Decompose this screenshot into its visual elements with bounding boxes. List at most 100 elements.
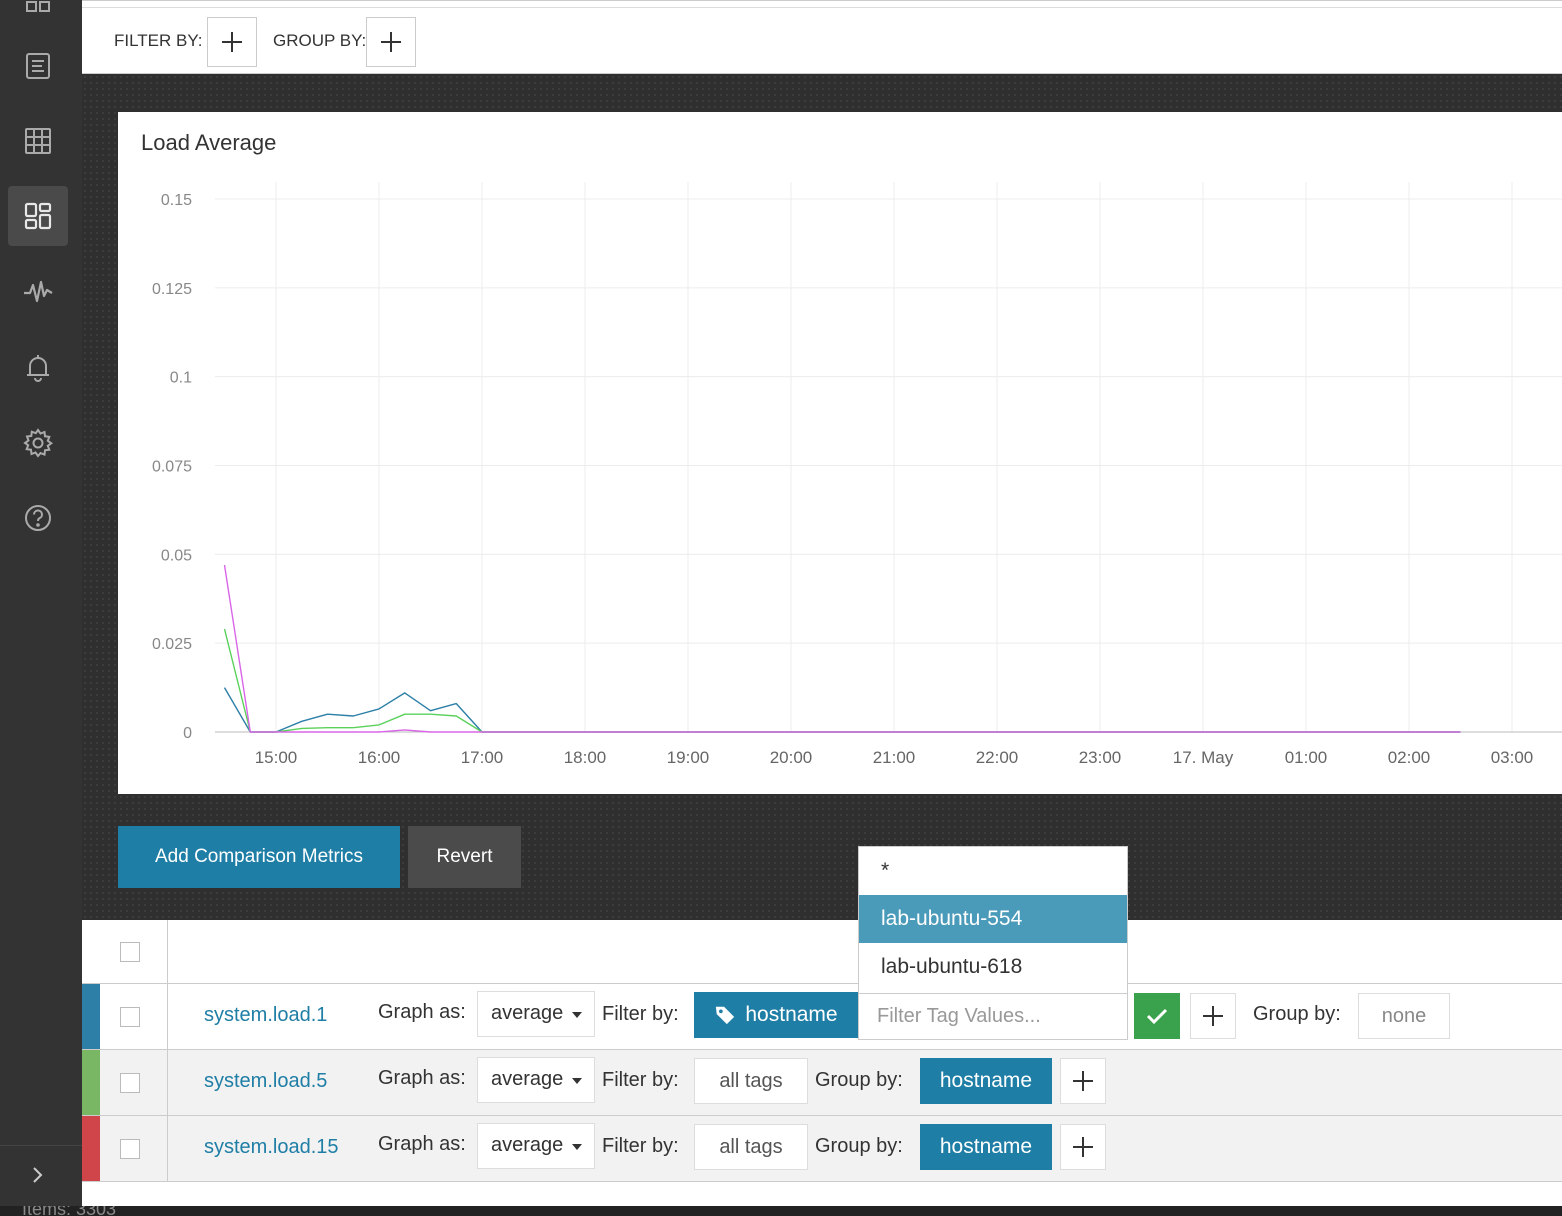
- graph-as-select[interactable]: average: [477, 991, 595, 1037]
- dropdown-option[interactable]: lab-ubuntu-554: [859, 895, 1127, 943]
- filter-by-field[interactable]: all tags: [694, 1058, 808, 1104]
- x-tick-label: 17. May: [1173, 748, 1234, 767]
- dropdown-option[interactable]: *: [881, 859, 890, 882]
- items-count: Items: 3303: [22, 1206, 117, 1216]
- add-group-button[interactable]: [1060, 1124, 1106, 1170]
- y-tick-label: 0.025: [152, 636, 192, 653]
- series-line: [223, 564, 1461, 733]
- add-filter-button[interactable]: [207, 17, 257, 67]
- x-tick-label: 17:00: [461, 748, 504, 767]
- graph-as-value: average: [491, 1134, 564, 1156]
- y-tick-label: 0.05: [161, 547, 192, 564]
- check-icon: [1146, 1008, 1168, 1025]
- filter-toolbar: FILTER BY: GROUP BY:: [82, 0, 1562, 74]
- sidebar-expand-button[interactable]: [0, 1145, 82, 1207]
- tag-values-dropdown: * lab-ubuntu-554 lab-ubuntu-618: [858, 846, 1128, 994]
- table-header: [82, 920, 1562, 984]
- x-tick-label: 23:00: [1079, 748, 1122, 767]
- metrics-table: system.load.1 Graph as: average Filter b…: [82, 920, 1562, 1182]
- plus-icon: [1073, 1137, 1093, 1157]
- add-group-button[interactable]: [1060, 1058, 1106, 1104]
- chart-panel: Load Average 15:00 16:00 17:00 18:00 19:00 20…: [118, 112, 1562, 794]
- x-tick-label: 16:00: [358, 748, 401, 767]
- y-tick-label: 0.075: [152, 459, 192, 476]
- graph-as-label: Graph as:: [378, 1067, 466, 1089]
- grid-icon[interactable]: [8, 111, 68, 171]
- x-tick-label: 01:00: [1285, 748, 1328, 767]
- add-comparison-metrics-button[interactable]: Add Comparison Metrics: [118, 826, 400, 888]
- filter-tag-pill[interactable]: hostname: [694, 992, 858, 1038]
- plus-icon: [1073, 1071, 1093, 1091]
- filter-tag-label: hostname: [745, 1003, 838, 1026]
- group-tag-pill[interactable]: hostname: [920, 1058, 1052, 1104]
- filter-by-label: Filter by:: [602, 1069, 679, 1091]
- table-row: system.load.5 Graph as: average Filter b…: [82, 1050, 1562, 1116]
- widgets-icon[interactable]: [8, 186, 68, 246]
- row-checkbox[interactable]: [120, 1007, 140, 1027]
- caret-down-icon: [572, 1144, 582, 1150]
- table-row: system.load.1 Graph as: average Filter b…: [82, 984, 1562, 1050]
- y-tick-label: 0.125: [152, 281, 192, 298]
- plus-icon: [222, 32, 242, 52]
- plus-icon: [381, 32, 401, 52]
- add-group-button[interactable]: [366, 17, 416, 67]
- group-by-label: Group by:: [1253, 1003, 1341, 1025]
- help-icon[interactable]: [8, 488, 68, 548]
- graph-as-label: Graph as:: [378, 1001, 466, 1023]
- row-checkbox[interactable]: [120, 1139, 140, 1159]
- graph-as-select[interactable]: average: [477, 1123, 595, 1169]
- group-by-label: Group by:: [815, 1135, 903, 1157]
- plus-icon: [1203, 1006, 1223, 1026]
- row-checkbox[interactable]: [120, 1073, 140, 1093]
- group-by-label: GROUP BY:: [273, 31, 367, 50]
- series-color-swatch: [82, 984, 100, 1049]
- filter-by-label: FILTER BY:: [114, 31, 203, 50]
- sidebar: [0, 0, 82, 1206]
- x-tick-label: 15:00: [255, 748, 298, 767]
- graph-as-select[interactable]: average: [477, 1057, 595, 1103]
- series-line: [223, 628, 1461, 733]
- filter-by-label: Filter by:: [602, 1135, 679, 1157]
- filter-by-label: Filter by:: [602, 1003, 679, 1025]
- x-tick-label: 18:00: [564, 748, 607, 767]
- metric-name-link[interactable]: system.load.5: [204, 1070, 328, 1092]
- x-tick-label: 19:00: [667, 748, 710, 767]
- list-icon[interactable]: [8, 36, 68, 96]
- filter-tag-values-input[interactable]: [858, 993, 1128, 1040]
- series-color-swatch: [82, 1116, 100, 1181]
- caret-down-icon: [572, 1012, 582, 1018]
- caret-down-icon: [572, 1078, 582, 1084]
- pulse-icon[interactable]: [8, 262, 68, 322]
- gear-icon[interactable]: [8, 413, 68, 473]
- metric-name-link[interactable]: system.load.15: [204, 1136, 339, 1158]
- confirm-filter-button[interactable]: [1134, 993, 1180, 1039]
- x-tick-label: 02:00: [1388, 748, 1431, 767]
- x-tick-label: 20:00: [770, 748, 813, 767]
- add-filter-value-button[interactable]: [1190, 993, 1236, 1039]
- series-line: [223, 687, 1461, 733]
- group-tag-pill[interactable]: hostname: [920, 1124, 1052, 1170]
- tag-icon: [716, 1006, 735, 1025]
- chevron-right-icon: [33, 1167, 43, 1183]
- x-tick-label: 21:00: [873, 748, 916, 767]
- revert-button[interactable]: Revert: [408, 826, 521, 888]
- metric-name-link[interactable]: system.load.1: [204, 1004, 328, 1026]
- graph-as-value: average: [491, 1002, 564, 1024]
- select-all-checkbox[interactable]: [120, 942, 140, 962]
- filter-by-field[interactable]: all tags: [694, 1124, 808, 1170]
- group-by-label: Group by:: [815, 1069, 903, 1091]
- dashboard-icon[interactable]: [8, 0, 68, 30]
- y-tick-label: 0.15: [161, 192, 192, 209]
- table-row: system.load.15 Graph as: average Filter …: [82, 1116, 1562, 1182]
- y-tick-label: 0: [183, 725, 192, 742]
- graph-as-value: average: [491, 1068, 564, 1090]
- dropdown-option[interactable]: lab-ubuntu-618: [881, 955, 1023, 978]
- group-by-field[interactable]: none: [1358, 993, 1450, 1039]
- status-bar: Items: 3303: [0, 1206, 1562, 1216]
- bell-icon[interactable]: [8, 337, 68, 397]
- series-color-swatch: [82, 1050, 100, 1115]
- x-tick-label: 22:00: [976, 748, 1019, 767]
- x-tick-label: 03:00: [1491, 748, 1534, 767]
- load-average-chart[interactable]: 15:00 16:00 17:00 18:00 19:00 20:00 21:00 22:00…: [118, 112, 1562, 794]
- y-tick-label: 0.1: [170, 370, 192, 387]
